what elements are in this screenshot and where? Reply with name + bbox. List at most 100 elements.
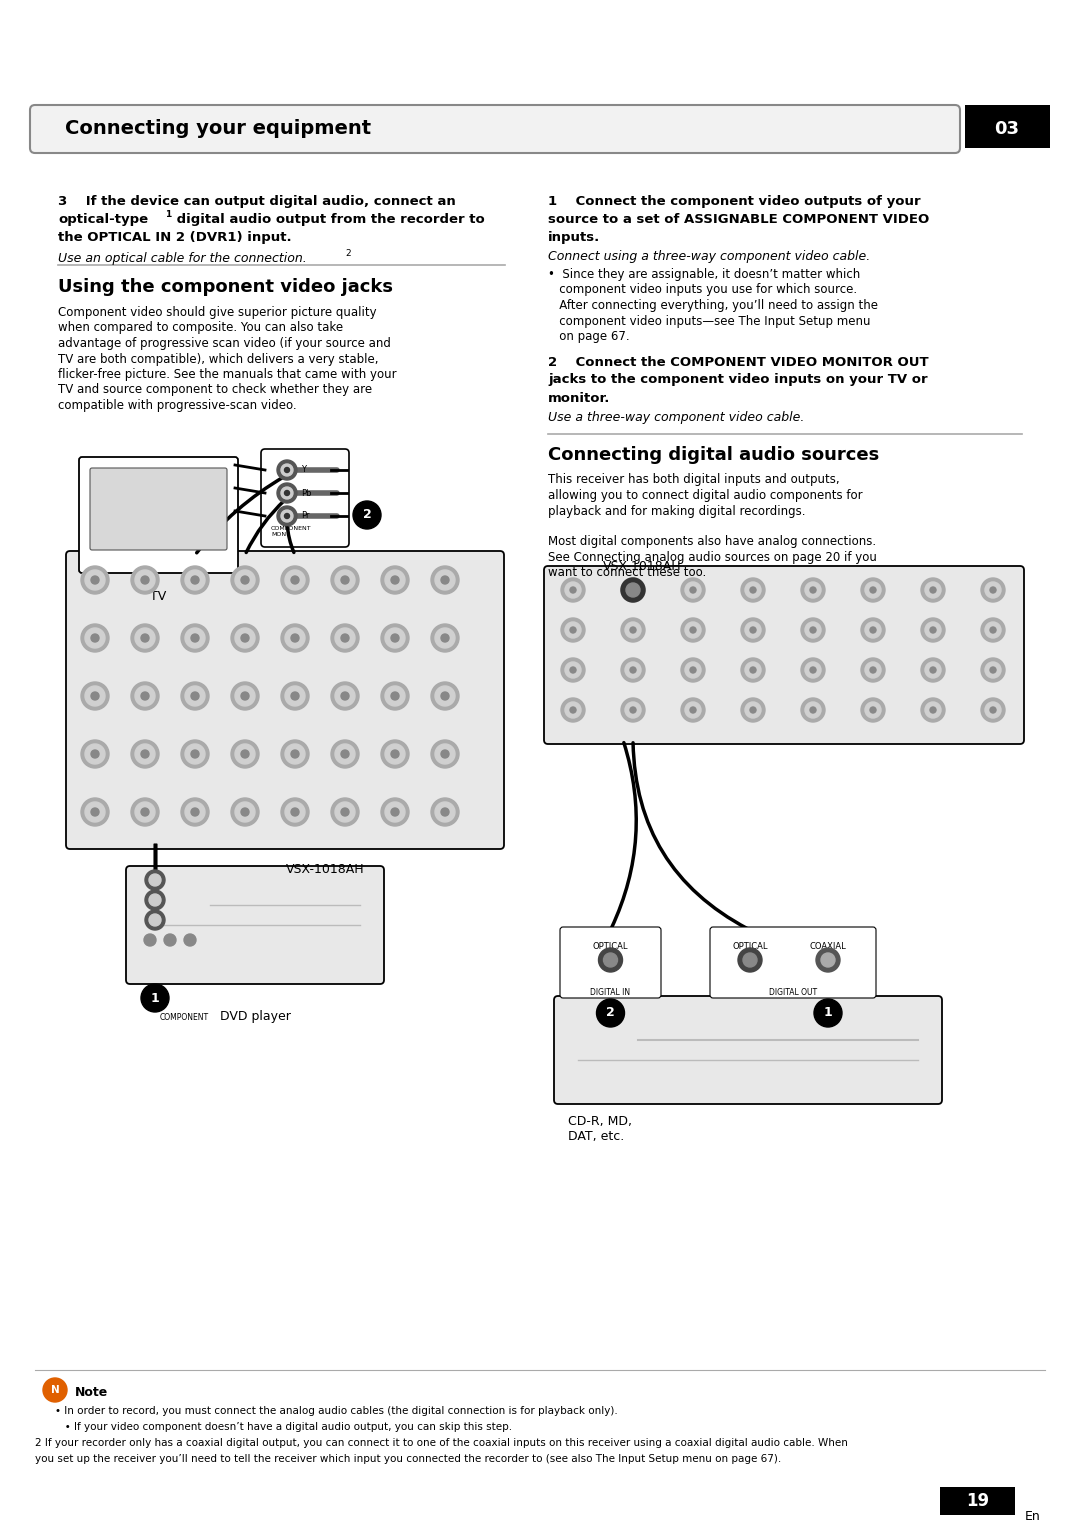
Circle shape: [291, 576, 299, 583]
Circle shape: [814, 999, 842, 1028]
FancyBboxPatch shape: [66, 551, 504, 849]
Circle shape: [565, 621, 581, 638]
Circle shape: [681, 618, 705, 641]
Text: 3    If the device can output digital audio, connect an: 3 If the device can output digital audio…: [58, 195, 456, 208]
Text: 03: 03: [995, 121, 1020, 137]
Circle shape: [625, 663, 642, 678]
Circle shape: [164, 935, 176, 947]
Circle shape: [981, 579, 1005, 602]
Circle shape: [91, 576, 99, 583]
Circle shape: [85, 628, 105, 647]
Circle shape: [285, 570, 305, 589]
Circle shape: [185, 744, 205, 764]
Circle shape: [985, 582, 1001, 599]
Circle shape: [141, 983, 168, 1012]
Circle shape: [284, 513, 289, 519]
Circle shape: [690, 667, 696, 673]
Circle shape: [284, 490, 289, 495]
Text: flicker-free picture. See the manuals that came with your: flicker-free picture. See the manuals th…: [58, 368, 396, 382]
Text: when compared to composite. You can also take: when compared to composite. You can also…: [58, 322, 343, 334]
Circle shape: [181, 799, 210, 826]
Circle shape: [81, 625, 109, 652]
Text: Connect using a three-way component video cable.: Connect using a three-way component vide…: [548, 250, 870, 263]
Text: En: En: [1025, 1510, 1041, 1522]
Circle shape: [135, 802, 156, 822]
Circle shape: [861, 658, 885, 683]
Circle shape: [81, 799, 109, 826]
Text: DIGITAL OUT: DIGITAL OUT: [769, 988, 818, 997]
Circle shape: [276, 505, 297, 525]
Circle shape: [435, 570, 455, 589]
Circle shape: [630, 586, 636, 592]
Text: COAXIAL: COAXIAL: [810, 942, 847, 951]
Circle shape: [391, 576, 399, 583]
Circle shape: [801, 618, 825, 641]
Circle shape: [630, 707, 636, 713]
Circle shape: [281, 464, 293, 476]
Circle shape: [750, 628, 756, 634]
Circle shape: [625, 582, 642, 599]
Circle shape: [870, 707, 876, 713]
Circle shape: [810, 707, 816, 713]
Circle shape: [241, 750, 249, 757]
Circle shape: [131, 625, 159, 652]
Circle shape: [435, 744, 455, 764]
Circle shape: [990, 667, 996, 673]
Circle shape: [381, 799, 409, 826]
Circle shape: [85, 686, 105, 705]
Circle shape: [191, 750, 199, 757]
Circle shape: [431, 741, 459, 768]
Circle shape: [81, 567, 109, 594]
Circle shape: [281, 741, 309, 768]
Circle shape: [685, 621, 701, 638]
Circle shape: [335, 570, 355, 589]
Circle shape: [384, 686, 405, 705]
Circle shape: [81, 741, 109, 768]
Circle shape: [561, 658, 585, 683]
Circle shape: [565, 663, 581, 678]
Circle shape: [91, 692, 99, 699]
Circle shape: [191, 692, 199, 699]
Circle shape: [816, 948, 840, 973]
Text: 1    Connect the component video outputs of your: 1 Connect the component video outputs of…: [548, 195, 920, 208]
Circle shape: [335, 628, 355, 647]
Circle shape: [930, 667, 936, 673]
Text: OPTICAL: OPTICAL: [593, 942, 629, 951]
Text: TV: TV: [150, 589, 166, 603]
Text: Connecting your equipment: Connecting your equipment: [65, 119, 372, 139]
Circle shape: [276, 460, 297, 479]
Text: • If your video component doesn’t have a digital audio output, you can skip this: • If your video component doesn’t have a…: [55, 1422, 512, 1432]
Circle shape: [745, 621, 761, 638]
Circle shape: [145, 890, 165, 910]
Text: optical-type: optical-type: [58, 212, 148, 226]
Circle shape: [745, 582, 761, 599]
Circle shape: [149, 893, 161, 906]
Circle shape: [870, 628, 876, 634]
Circle shape: [384, 802, 405, 822]
Circle shape: [570, 667, 576, 673]
Circle shape: [921, 698, 945, 722]
Circle shape: [141, 692, 149, 699]
Circle shape: [561, 618, 585, 641]
Circle shape: [341, 808, 349, 815]
Circle shape: [185, 802, 205, 822]
Circle shape: [235, 570, 255, 589]
Circle shape: [135, 570, 156, 589]
Circle shape: [91, 808, 99, 815]
Circle shape: [681, 698, 705, 722]
Circle shape: [981, 658, 1005, 683]
Circle shape: [441, 576, 449, 583]
Circle shape: [930, 628, 936, 634]
Circle shape: [990, 586, 996, 592]
Circle shape: [431, 625, 459, 652]
FancyBboxPatch shape: [79, 457, 238, 573]
Circle shape: [231, 683, 259, 710]
Circle shape: [921, 579, 945, 602]
Circle shape: [801, 579, 825, 602]
Circle shape: [85, 570, 105, 589]
Circle shape: [381, 625, 409, 652]
Circle shape: [801, 658, 825, 683]
Circle shape: [184, 935, 195, 947]
Circle shape: [565, 702, 581, 718]
Circle shape: [441, 808, 449, 815]
